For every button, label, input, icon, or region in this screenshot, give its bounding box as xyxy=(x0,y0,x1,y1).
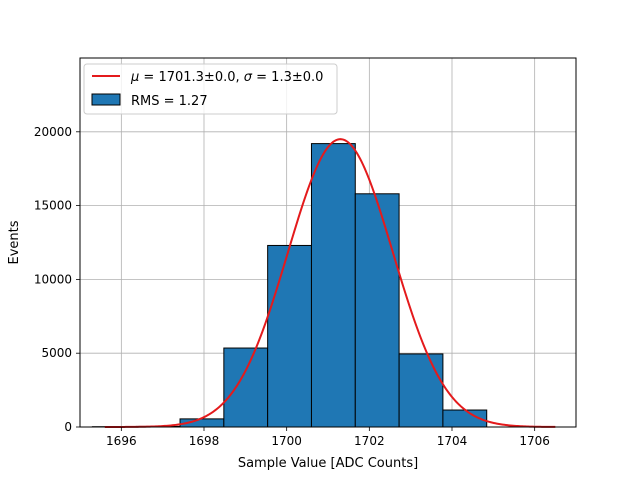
legend-fit-label: μ = 1701.3±0.0, σ = 1.3±0.0 xyxy=(130,70,323,85)
histogram-bar xyxy=(398,353,444,428)
legend-sigma-text: = 1.3±0.0 xyxy=(252,70,323,85)
y-tick-label: 10000 xyxy=(34,272,72,286)
y-tick-label: 15000 xyxy=(34,199,72,213)
histogram-bar xyxy=(267,244,312,428)
histogram-bar xyxy=(354,193,400,428)
legend-histogram-label: RMS = 1.27 xyxy=(131,94,208,109)
fit-curve xyxy=(104,138,556,428)
legend-mu-text: = 1701.3±0.0, xyxy=(139,70,243,85)
legend-histogram-swatch xyxy=(91,93,121,106)
y-axis-label: Events xyxy=(7,220,22,264)
y-axis-ticks: 0 5000 10000 15000 20000 xyxy=(34,125,80,434)
histogram-bar xyxy=(310,143,356,428)
fit-curve-group xyxy=(104,138,556,428)
x-tick-label: 1706 xyxy=(519,434,550,448)
x-axis-label: Sample Value [ADC Counts] xyxy=(238,456,418,471)
x-tick-label: 1696 xyxy=(106,434,137,448)
x-tick-label: 1702 xyxy=(354,434,385,448)
y-tick-label: 0 xyxy=(64,420,72,434)
y-tick-label: 20000 xyxy=(34,125,72,139)
y-tick-label: 5000 xyxy=(41,346,72,360)
legend-sigma-symbol: σ xyxy=(244,70,253,85)
legend-box xyxy=(83,63,338,115)
x-axis-ticks: 1696 1698 1700 1702 1704 1706 xyxy=(106,427,550,448)
axes-frame xyxy=(79,57,577,428)
legend: μ = 1701.3±0.0, σ = 1.3±0.0 RMS = 1.27 xyxy=(83,63,338,115)
x-tick-label: 1698 xyxy=(189,434,220,448)
histogram-bars xyxy=(91,143,488,428)
x-tick-label: 1700 xyxy=(271,434,302,448)
legend-mu-symbol: μ xyxy=(130,70,139,85)
x-tick-label: 1704 xyxy=(437,434,468,448)
histogram-bar xyxy=(223,347,269,428)
